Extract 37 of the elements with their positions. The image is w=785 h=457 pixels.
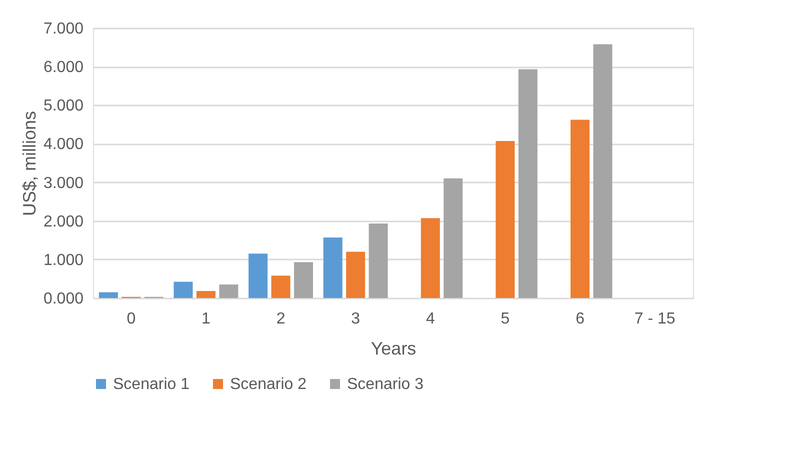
y-axis-title: US$, millions [19, 110, 40, 216]
x-axis-title: Years [370, 338, 416, 358]
legend-label: Scenario 3 [347, 376, 424, 393]
bar [570, 120, 590, 298]
y-tick-label: 4.000 [43, 136, 84, 154]
bar [368, 224, 388, 298]
y-tick-label: 7.000 [43, 20, 84, 38]
x-tick-label: 3 [351, 310, 360, 328]
bar [271, 276, 290, 298]
y-tick-label: 2.000 [43, 213, 84, 230]
bar [174, 282, 193, 298]
bar [420, 218, 440, 298]
y-tick-label: 6.000 [43, 59, 84, 76]
bar [294, 262, 313, 298]
y-tick-label: 0.000 [43, 290, 84, 308]
y-tick-label: 1.000 [43, 252, 84, 269]
bar [323, 237, 342, 298]
bar [518, 69, 538, 298]
legend-label: Scenario 1 [113, 376, 190, 393]
x-tick-label: 6 [576, 310, 585, 328]
y-tick-label: 5.000 [43, 98, 84, 115]
y-tick-label: 3.000 [43, 174, 84, 192]
x-tick-label: 7 - 15 [634, 310, 676, 328]
bar [196, 291, 216, 298]
bar [346, 252, 366, 298]
bar [444, 178, 463, 298]
bar [248, 254, 268, 298]
bar [219, 284, 238, 298]
bar [593, 44, 612, 298]
x-tick-label: 4 [426, 310, 435, 328]
x-tick-label: 2 [276, 310, 286, 328]
x-tick-label: 5 [500, 310, 510, 328]
bar [496, 141, 515, 298]
bar [98, 292, 118, 298]
x-tick-label: 0 [126, 310, 136, 328]
legend-label: Scenario 2 [230, 376, 307, 393]
x-tick-label: 1 [202, 310, 211, 328]
